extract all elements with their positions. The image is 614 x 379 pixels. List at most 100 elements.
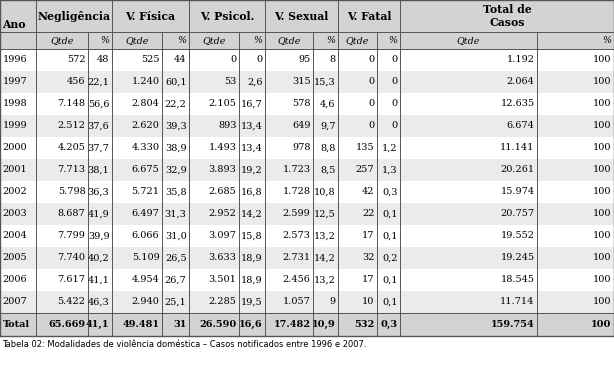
Text: 48: 48 xyxy=(97,55,109,64)
Text: Qtde: Qtde xyxy=(125,36,149,45)
Text: 40,2: 40,2 xyxy=(88,254,109,263)
Text: 12.635: 12.635 xyxy=(500,100,535,108)
Text: 3.893: 3.893 xyxy=(209,166,236,174)
Bar xyxy=(0,203,614,225)
Text: 456: 456 xyxy=(67,77,85,86)
Text: 1996: 1996 xyxy=(2,55,27,64)
Text: 100: 100 xyxy=(593,276,612,285)
Text: 0: 0 xyxy=(391,77,397,86)
Text: 6.675: 6.675 xyxy=(132,166,160,174)
Text: 0,3: 0,3 xyxy=(381,320,397,329)
Text: 46,3: 46,3 xyxy=(88,298,109,307)
Text: 0: 0 xyxy=(391,55,397,64)
Text: 2.685: 2.685 xyxy=(209,188,236,196)
Text: 5.422: 5.422 xyxy=(58,298,85,307)
Text: 100: 100 xyxy=(593,210,612,219)
Text: 41,1: 41,1 xyxy=(88,276,109,285)
Text: V. Sexual: V. Sexual xyxy=(274,11,328,22)
Bar xyxy=(0,313,614,336)
Text: 0: 0 xyxy=(368,77,375,86)
Text: 3.633: 3.633 xyxy=(209,254,236,263)
Text: 60,1: 60,1 xyxy=(165,77,187,86)
Text: %: % xyxy=(177,36,187,45)
Text: 26,7: 26,7 xyxy=(165,276,187,285)
Text: 6.674: 6.674 xyxy=(507,122,535,130)
Text: 18,9: 18,9 xyxy=(241,276,263,285)
Text: 135: 135 xyxy=(356,144,375,152)
Text: 35,8: 35,8 xyxy=(165,188,187,196)
Bar xyxy=(0,269,614,291)
Text: 572: 572 xyxy=(67,55,85,64)
Text: 2003: 2003 xyxy=(2,210,27,219)
Text: 22: 22 xyxy=(362,210,375,219)
Text: 0: 0 xyxy=(368,55,375,64)
Bar xyxy=(0,181,614,203)
Text: 26,5: 26,5 xyxy=(165,254,187,263)
Text: 100: 100 xyxy=(593,100,612,108)
Text: 6.066: 6.066 xyxy=(132,232,160,241)
Text: 1.192: 1.192 xyxy=(507,55,535,64)
Text: 2.285: 2.285 xyxy=(209,298,236,307)
Text: 4.954: 4.954 xyxy=(131,276,160,285)
Text: 39,3: 39,3 xyxy=(165,122,187,130)
Text: 13,2: 13,2 xyxy=(314,276,335,285)
Text: 65.669: 65.669 xyxy=(49,320,85,329)
Text: 100: 100 xyxy=(593,188,612,196)
Text: 14,2: 14,2 xyxy=(314,254,335,263)
Text: 978: 978 xyxy=(292,144,311,152)
Text: 26.590: 26.590 xyxy=(200,320,236,329)
Text: 7.148: 7.148 xyxy=(58,100,85,108)
Text: 31,3: 31,3 xyxy=(165,210,187,219)
Bar xyxy=(0,115,614,137)
Text: 7.740: 7.740 xyxy=(58,254,85,263)
Text: 19.552: 19.552 xyxy=(500,232,535,241)
Text: Qtde: Qtde xyxy=(50,36,74,45)
Text: 3.097: 3.097 xyxy=(209,232,236,241)
Text: 19.245: 19.245 xyxy=(500,254,535,263)
Text: %: % xyxy=(389,36,397,45)
Text: 2.599: 2.599 xyxy=(283,210,311,219)
Text: Qtde: Qtde xyxy=(278,36,301,45)
Bar xyxy=(0,93,614,115)
Text: 7.713: 7.713 xyxy=(57,166,85,174)
Text: 31,0: 31,0 xyxy=(165,232,187,241)
Text: 13,2: 13,2 xyxy=(314,232,335,241)
Text: 1,2: 1,2 xyxy=(382,144,397,152)
Text: Qtde: Qtde xyxy=(346,36,369,45)
Text: 5.721: 5.721 xyxy=(131,188,160,196)
Text: 7.799: 7.799 xyxy=(58,232,85,241)
Text: 2.731: 2.731 xyxy=(282,254,311,263)
Text: Tabela 02: Modalidades de violência doméstica – Casos notificados entre 1996 e 2: Tabela 02: Modalidades de violência domé… xyxy=(2,340,367,349)
Text: Total de
Casos: Total de Casos xyxy=(483,4,531,28)
Text: 4.330: 4.330 xyxy=(131,144,160,152)
Bar xyxy=(0,49,614,71)
Text: 893: 893 xyxy=(218,122,236,130)
Text: 3.501: 3.501 xyxy=(209,276,236,285)
Bar xyxy=(0,159,614,181)
Text: 2.105: 2.105 xyxy=(209,100,236,108)
Text: 31: 31 xyxy=(173,320,187,329)
Bar xyxy=(0,225,614,247)
Text: 100: 100 xyxy=(593,55,612,64)
Text: V. Fatal: V. Fatal xyxy=(347,11,391,22)
Text: 17.482: 17.482 xyxy=(273,320,311,329)
Text: 17: 17 xyxy=(362,232,375,241)
Text: %: % xyxy=(602,36,612,45)
Text: 36,3: 36,3 xyxy=(88,188,109,196)
Text: 649: 649 xyxy=(292,122,311,130)
Text: 6.497: 6.497 xyxy=(131,210,160,219)
Text: 2.940: 2.940 xyxy=(131,298,160,307)
Text: 41,1: 41,1 xyxy=(86,320,109,329)
Text: 38,9: 38,9 xyxy=(165,144,187,152)
Text: 2006: 2006 xyxy=(2,276,27,285)
Text: 2000: 2000 xyxy=(2,144,27,152)
Text: 0,1: 0,1 xyxy=(382,276,397,285)
Text: Ano: Ano xyxy=(2,19,26,30)
Bar xyxy=(0,336,614,353)
Text: 38,1: 38,1 xyxy=(88,166,109,174)
Text: 19,5: 19,5 xyxy=(241,298,263,307)
Text: 12,5: 12,5 xyxy=(314,210,335,219)
Text: Qtde: Qtde xyxy=(457,36,480,45)
Text: 1,3: 1,3 xyxy=(382,166,397,174)
Text: 100: 100 xyxy=(591,320,612,329)
